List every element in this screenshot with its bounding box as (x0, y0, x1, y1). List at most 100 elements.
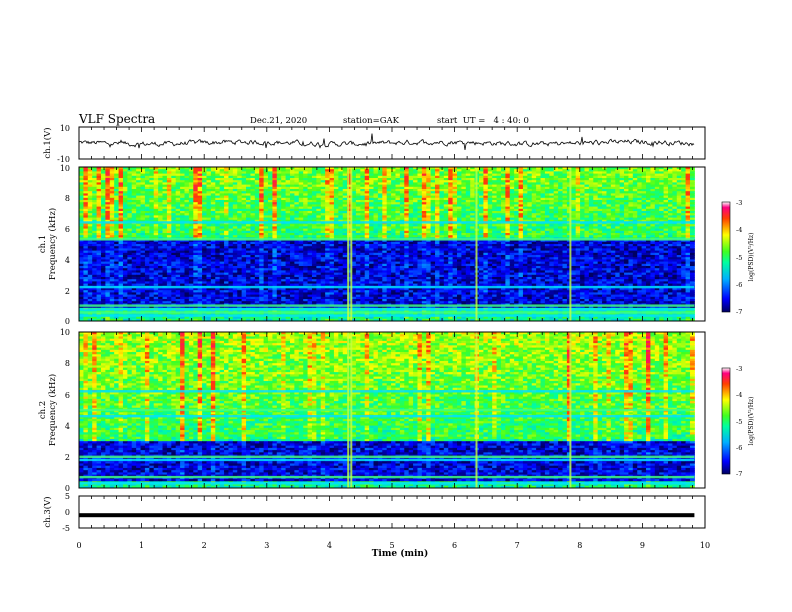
spectrogram-cell (509, 197, 515, 201)
spectrogram-cell (500, 226, 506, 230)
spectrogram-cell (457, 195, 462, 199)
spectrogram-cell (439, 208, 445, 212)
spectrogram-cell (487, 241, 493, 245)
spectrogram-cell (391, 226, 396, 230)
spectrogram-cell (588, 228, 594, 232)
spectrogram-cell (373, 244, 379, 247)
spectrogram-cell (588, 204, 594, 208)
spectrogram-cell (470, 239, 476, 243)
spectrogram-cell (237, 180, 243, 183)
spectrogram-cell (114, 206, 120, 210)
spectrogram-cell (391, 233, 396, 236)
spectrogram-cell (259, 211, 265, 214)
spectrogram-cell (228, 200, 234, 203)
spectrogram-cell (347, 171, 353, 175)
spectrogram-cell (206, 167, 212, 170)
spectrogram-cell (316, 235, 322, 238)
spectrogram-cell (426, 213, 432, 216)
spectrogram-cell (100, 241, 106, 245)
spectrogram-cell (540, 197, 546, 201)
spectrogram-cell (654, 206, 660, 210)
spectrogram-cell (202, 235, 207, 238)
spectrogram-cell (672, 175, 678, 179)
spectrogram-cell (289, 224, 295, 227)
spectrogram-cell (514, 180, 520, 183)
spectrogram-cell (228, 184, 234, 188)
spectrogram-cell (575, 204, 581, 208)
spectrogram-cell (210, 167, 216, 170)
spectrogram-cell (210, 191, 216, 194)
spectrogram-cell (681, 184, 687, 188)
spectrogram-cell (118, 173, 124, 177)
spectrogram-cell (276, 193, 282, 197)
spectrogram-cell (575, 230, 581, 234)
spectrogram-cell (285, 173, 291, 177)
spectrogram-cell (426, 184, 432, 188)
spectrogram-cell (307, 244, 313, 247)
spectrogram-cell (452, 169, 458, 172)
spectrogram-cell (281, 215, 287, 219)
spectrogram-cell (307, 193, 313, 197)
spectrogram-cell (391, 178, 396, 181)
spectrogram-cell (452, 239, 458, 243)
spectrogram-cell (650, 178, 656, 181)
spectrogram-cell (377, 189, 383, 192)
spectrogram-cell (531, 226, 537, 230)
spectrogram-cell (131, 211, 137, 214)
spectrogram-cell (641, 228, 647, 232)
spectrogram-cell (500, 191, 506, 194)
spectrogram-cell (685, 224, 691, 227)
spectrogram-cell (342, 195, 348, 199)
spectrogram-cell (382, 211, 388, 214)
spectrogram-cell (575, 224, 581, 227)
spectrogram-cell (351, 215, 357, 219)
spectrogram-cell (514, 208, 520, 212)
spectrogram-cell (584, 219, 590, 223)
spectrogram-cell (175, 228, 181, 232)
spectrogram-cell (602, 195, 607, 199)
spectrogram-cell (382, 230, 388, 234)
spectrogram-cell (109, 171, 115, 175)
spectrogram-cell (659, 182, 665, 186)
spectrogram-cell (188, 191, 194, 194)
spectrogram-cell (188, 213, 194, 216)
spectrogram-cell (351, 167, 357, 170)
spectrogram-cell (650, 230, 656, 234)
spectrogram-cell (149, 195, 155, 199)
spectrogram-cell (122, 178, 128, 181)
spectrogram-cell (329, 193, 335, 197)
spectrogram-cell (562, 173, 568, 177)
spectrogram-cell (641, 233, 647, 236)
spectrogram-cell (250, 202, 256, 205)
spectrogram-cell (496, 206, 502, 210)
spectrogram-cell (136, 195, 142, 199)
spectrogram-cell (105, 197, 111, 201)
spectrogram-cell (632, 241, 638, 245)
spectrogram-cell (553, 173, 559, 177)
spectrogram-cell (373, 235, 379, 238)
spectrogram-cell (298, 200, 304, 203)
spectrogram-cell (224, 215, 229, 219)
spectrogram-cell (373, 226, 379, 230)
spectrogram-cell (100, 208, 106, 212)
spectrogram-cell (118, 244, 124, 247)
spectrogram-cell (439, 228, 445, 232)
spectrogram-cell (641, 169, 647, 172)
spectrogram-cell (505, 211, 511, 214)
spectrogram-cell (329, 175, 335, 179)
spectrogram-cell (439, 186, 445, 190)
spectrogram-cell (465, 219, 471, 223)
spectrogram-cell (83, 202, 89, 205)
spectrogram-cell (443, 175, 449, 179)
spectrogram-cell (566, 206, 572, 210)
spectrogram-cell (338, 239, 344, 243)
spectrogram-cell (136, 213, 142, 216)
spectrogram-cell (681, 204, 687, 208)
spectrogram-cell (676, 193, 682, 197)
spectrogram-cell (153, 193, 159, 197)
spectrogram-cell (558, 167, 563, 170)
spectrogram-cell (131, 193, 137, 197)
spectrogram-cell (232, 230, 238, 234)
spectrogram-cell (351, 228, 357, 232)
spectrogram-cell (241, 169, 247, 172)
